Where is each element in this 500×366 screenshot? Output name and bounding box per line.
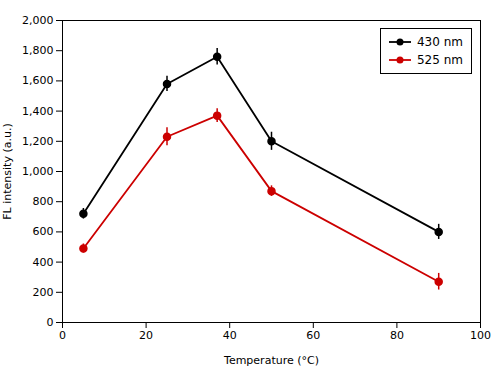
svg-text:600: 600 xyxy=(33,225,54,238)
svg-text:1,600: 1,600 xyxy=(22,74,54,87)
svg-text:200: 200 xyxy=(33,286,54,299)
svg-text:Temperature (°C): Temperature (°C) xyxy=(223,354,319,366)
html-text:430 nm: 430 nm xyxy=(417,35,463,49)
html-text:525 nm: 525 nm xyxy=(417,53,463,67)
svg-text:1,800: 1,800 xyxy=(22,44,54,57)
svg-text:800: 800 xyxy=(33,195,54,208)
svg-text:1,400: 1,400 xyxy=(22,105,54,118)
svg-text:40: 40 xyxy=(223,329,237,342)
svg-text:1,200: 1,200 xyxy=(22,135,54,148)
svg-text:400: 400 xyxy=(33,256,54,269)
svg-text:20: 20 xyxy=(139,329,153,342)
svg-text:2,000: 2,000 xyxy=(22,14,54,27)
svg-text:FL intensity (a.u.): FL intensity (a.u.) xyxy=(1,123,14,219)
svg-text:80: 80 xyxy=(390,329,404,342)
svg-text:0: 0 xyxy=(59,329,66,342)
svg-text:1,000: 1,000 xyxy=(22,165,54,178)
svg-text:100: 100 xyxy=(470,329,491,342)
svg-text:60: 60 xyxy=(306,329,320,342)
svg-text:0: 0 xyxy=(47,316,54,329)
